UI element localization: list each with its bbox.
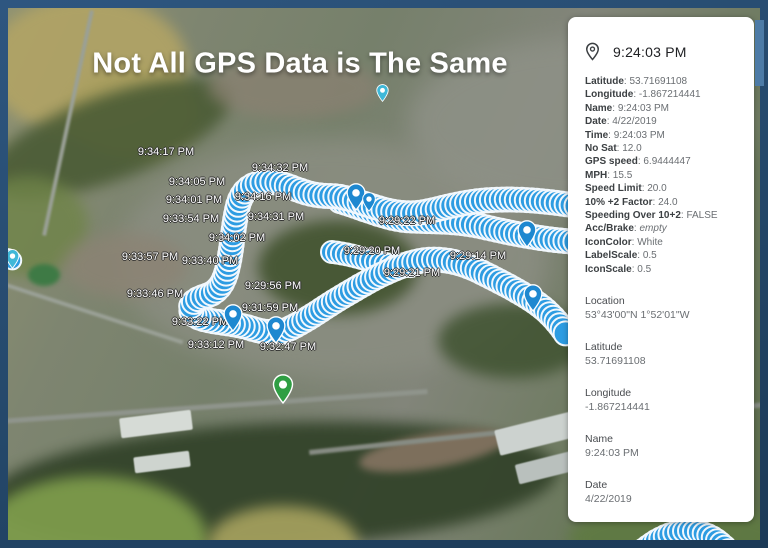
detail-group: Location 53°43'00"N 1°52'01"W — [585, 295, 690, 322]
gps-time-label: 9:34:16 PM — [234, 191, 292, 203]
gps-time-label: 9:29:56 PM — [244, 280, 302, 292]
gps-time-label: 9:34:05 PM — [168, 176, 226, 188]
info-panel: 9:24:03 PM Latitude: 53.71691108 Longitud… — [568, 17, 754, 522]
poi-pin-teal[interactable] — [8, 249, 20, 270]
gps-time-label: 9:34:32 PM — [251, 162, 309, 174]
terrain-residential — [63, 233, 188, 298]
gps-time-label: 9:33:12 PM — [187, 339, 245, 351]
panel-title: 9:24:03 PM — [613, 43, 687, 60]
detail-group: Latitude 53.71691108 — [585, 341, 646, 368]
attribute-row: Latitude: 53.71691108 — [585, 76, 688, 87]
terrain-sports-field — [28, 264, 60, 286]
gps-pin-blue[interactable] — [223, 304, 243, 333]
attribute-row: LabelScale: 0.5 — [585, 250, 657, 262]
gps-time-label: 9:29:22 PM — [378, 215, 436, 227]
attribute-row: GPS speed: 6.9444447 — [585, 156, 691, 168]
terrain-urban — [208, 58, 378, 118]
detail-groups: Location 53°43'00"N 1°52'01"W Latitude 53.7… — [568, 276, 754, 522]
gps-time-label: 9:34:31 PM — [247, 211, 305, 223]
gps-time-label: 9:33:54 PM — [162, 213, 220, 225]
gps-time-label: 9:34:02 PM — [208, 232, 266, 244]
attribute-row: Date: 4/22/2019 — [585, 116, 657, 128]
attribute-list: Latitude: 53.71691108 Longitude: -1.86721… — [568, 61, 754, 276]
gps-time-label: 9:29:20 PM — [343, 245, 401, 257]
detail-group: Longitude -1.867214441 — [585, 387, 650, 414]
detail-group: Name 9:24:03 PM — [585, 433, 639, 460]
attribute-row: No Sat: 12.0 — [585, 143, 642, 155]
gps-time-label: 9:29:21 PM — [383, 267, 441, 279]
attribute-row: IconScale: 0.5 — [585, 263, 652, 275]
gps-time-label: 9:34:01 PM — [165, 194, 223, 206]
satellite-map[interactable]: 9:34:17 PM 9:34:32 PM 9:34:05 PM 9:34:01 PM… — [8, 8, 760, 540]
gps-time-label: 9:33:22 PM — [171, 316, 229, 328]
gps-time-label: 9:33:57 PM — [121, 251, 179, 263]
poi-pin-teal[interactable] — [375, 84, 389, 103]
gps-pin-blue[interactable] — [266, 316, 286, 345]
attribute-row: IconColor: White — [585, 236, 663, 248]
panel-header: 9:24:03 PM — [568, 17, 754, 61]
attribute-row: Time: 9:24:03 PM — [585, 129, 665, 141]
gps-time-label: 9:33:46 PM — [126, 288, 184, 300]
attribute-row: Speeding Over 10+2: FALSE — [585, 210, 718, 222]
gps-pin-green[interactable] — [272, 374, 294, 405]
gps-time-label: 9:33:40 PM — [181, 255, 239, 267]
attribute-row: Speed Limit: 20.0 — [585, 183, 667, 195]
attribute-row: Acc/Brake: empty — [585, 223, 667, 235]
gps-pin-blue-small[interactable] — [362, 192, 376, 212]
attribute-row: 10% +2 Factor: 24.0 — [585, 196, 678, 208]
gps-time-label: 9:32:47 PM — [259, 341, 317, 353]
scrollbar-thumb[interactable] — [755, 20, 764, 86]
gps-time-label: 9:31:59 PM — [241, 302, 299, 314]
attribute-row: MPH: 15.5 — [585, 169, 633, 181]
gps-pin-blue[interactable] — [517, 220, 537, 249]
gps-time-label: 9:34:17 PM — [137, 146, 195, 158]
attribute-row: Name: 9:24:03 PM — [585, 102, 669, 114]
gps-time-label: 9:29:14 PM — [449, 250, 507, 262]
attribute-row: Longitude: -1.867214441 — [585, 89, 701, 101]
page-title: Not All GPS Data is The Same — [92, 47, 508, 80]
location-pin-icon — [585, 42, 600, 61]
detail-group: Date 4/22/2019 — [585, 479, 632, 506]
gps-pin-blue[interactable] — [346, 183, 366, 212]
gps-pin-blue[interactable] — [523, 284, 543, 313]
